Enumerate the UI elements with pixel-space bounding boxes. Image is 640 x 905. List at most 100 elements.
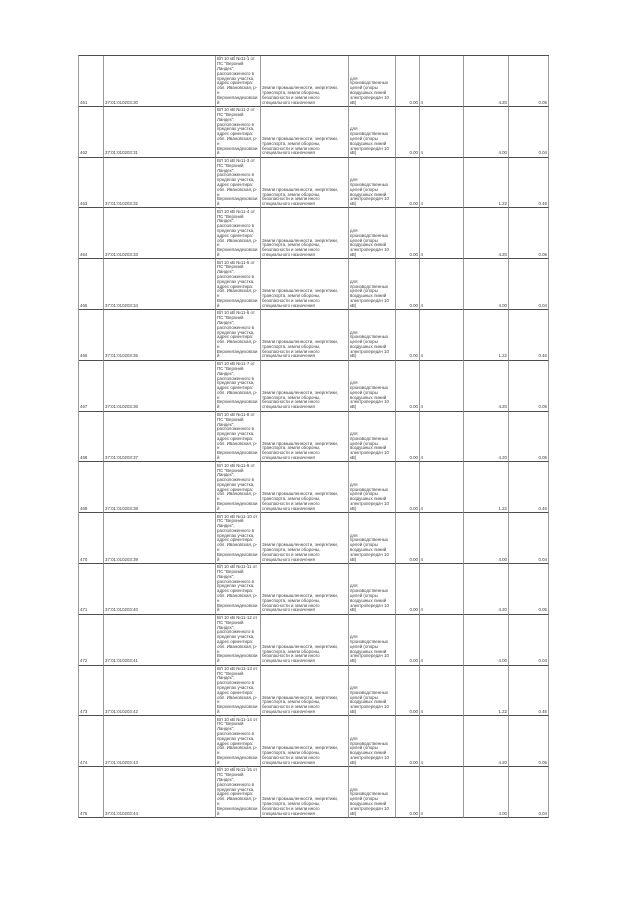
- cell-row-number: 466: [79, 309, 104, 361]
- cell-value-2: 0.04: [509, 767, 549, 818]
- cell-qty: 4: [420, 309, 464, 361]
- cell-value-1: 1.22: [464, 309, 509, 361]
- cell-permitted-use: для производственных целей (опоры воздуш…: [349, 157, 396, 209]
- cell-value-1: 4.20: [464, 360, 509, 412]
- cell-value-2: 0.05: [509, 56, 549, 107]
- cell-permitted-use: для производственных целей (опоры воздуш…: [349, 462, 396, 514]
- cell-qty: 4: [420, 513, 464, 564]
- cell-location: установлено относительно ориентира опоры…: [216, 56, 261, 107]
- cell-area: 0.00: [396, 56, 420, 107]
- cell-row-number: 468: [79, 411, 104, 463]
- cell-row-number: 467: [79, 360, 104, 412]
- cell-location: установлено относительно ориентира опоры…: [216, 665, 261, 717]
- cell-cadastral-number: 37:01:010203:37: [104, 411, 216, 463]
- cell-permitted-use: для производственных целей (опоры воздуш…: [349, 106, 396, 158]
- cell-location: установлено относительно ориентира опоры…: [216, 716, 261, 768]
- cell-area: 0.00: [396, 716, 420, 768]
- cell-area: 0.00: [396, 614, 420, 666]
- cell-row-number: 465: [79, 259, 104, 310]
- cell-location: установлено относительно ориентира опоры…: [216, 259, 261, 310]
- cell-area: 0.00: [396, 563, 420, 615]
- cell-value-1: 4.20: [464, 411, 509, 463]
- cell-value-2: 0.04: [509, 513, 549, 564]
- cell-land-category: Земли промышленности, энергетики, трансп…: [261, 259, 349, 310]
- cell-area: 0.00: [396, 513, 420, 564]
- cell-permitted-use: для производственных целей (опоры воздуш…: [349, 767, 396, 818]
- cell-land-category: Земли промышленности, энергетики, трансп…: [261, 513, 349, 564]
- cell-cadastral-number: 37:01:010203:33: [104, 208, 216, 260]
- cell-value-2: 0.06: [509, 208, 549, 260]
- cell-qty: 4: [420, 614, 464, 666]
- cell-land-category: Земли промышленности, энергетики, трансп…: [261, 106, 349, 158]
- cell-land-category: Земли промышленности, энергетики, трансп…: [261, 360, 349, 412]
- cell-value-1: 4.00: [464, 614, 509, 666]
- cell-value-2: 0.05: [509, 716, 549, 768]
- cell-land-category: Земли промышленности, энергетики, трансп…: [261, 716, 349, 768]
- cell-qty: 4: [420, 259, 464, 310]
- cell-location: установлено относительно ориентира опоры…: [216, 767, 261, 818]
- cell-value-1: 4.20: [464, 208, 509, 260]
- cell-location: установлено относительно ориентира опоры…: [216, 157, 261, 209]
- cell-land-category: Земли промышленности, энергетики, трансп…: [261, 563, 349, 615]
- cell-row-number: 461: [79, 56, 104, 107]
- cell-cadastral-number: 37:01:010203:42: [104, 665, 216, 717]
- cell-land-category: Земли промышленности, энергетики, трансп…: [261, 157, 349, 209]
- cell-value-1: 4.20: [464, 716, 509, 768]
- cell-qty: 4: [420, 563, 464, 615]
- cell-cadastral-number: 37:01:010203:39: [104, 513, 216, 564]
- cell-value-2: 0.04: [509, 259, 549, 310]
- cell-value-1: 1.22: [464, 665, 509, 717]
- cell-land-category: Земли промышленности, энергетики, трансп…: [261, 56, 349, 107]
- cell-qty: 4: [420, 360, 464, 412]
- cell-value-1: 4.00: [464, 259, 509, 310]
- cell-qty: 4: [420, 157, 464, 209]
- cell-land-category: Земли промышленности, энергетики, трансп…: [261, 767, 349, 818]
- cell-qty: 4: [420, 411, 464, 463]
- cell-value-2: 0.46: [509, 157, 549, 209]
- cell-permitted-use: для производственных целей (опоры воздуш…: [349, 259, 396, 310]
- cell-location: установлено относительно ориентира опоры…: [216, 614, 261, 666]
- cell-permitted-use: для производственных целей (опоры воздуш…: [349, 563, 396, 615]
- cell-permitted-use: для производственных целей (опоры воздуш…: [349, 665, 396, 717]
- cell-row-number: 462: [79, 106, 104, 158]
- cell-cadastral-number: 37:01:010203:36: [104, 360, 216, 412]
- cell-cadastral-number: 37:01:010203:44: [104, 767, 216, 818]
- cell-area: 0.00: [396, 665, 420, 717]
- cell-row-number: 469: [79, 462, 104, 514]
- cell-value-2: 0.05: [509, 360, 549, 412]
- cell-permitted-use: для производственных целей (опоры воздуш…: [349, 513, 396, 564]
- cell-permitted-use: для производственных целей (опоры воздуш…: [349, 56, 396, 107]
- cell-cadastral-number: 37:01:010203:40: [104, 563, 216, 615]
- cell-permitted-use: для производственных целей (опоры воздуш…: [349, 614, 396, 666]
- land-parcels-sheet: 461 37:01:010203:30 установлено относите…: [78, 55, 549, 818]
- cell-cadastral-number: 37:01:010203:35: [104, 309, 216, 361]
- cell-value-1: 4.00: [464, 106, 509, 158]
- cell-value-1: 1.22: [464, 462, 509, 514]
- cell-value-1: 4.00: [464, 767, 509, 818]
- cell-location: установлено относительно ориентира опоры…: [216, 360, 261, 412]
- cell-location: установлено относительно ориентира опоры…: [216, 513, 261, 564]
- cell-cadastral-number: 37:01:010203:38: [104, 462, 216, 514]
- cell-area: 0.00: [396, 360, 420, 412]
- cell-area: 0.00: [396, 767, 420, 818]
- cell-area: 0.00: [396, 259, 420, 310]
- cell-value-1: 4.20: [464, 563, 509, 615]
- cell-land-category: Земли промышленности, энергетики, трансп…: [261, 665, 349, 717]
- cell-cadastral-number: 37:01:010203:43: [104, 716, 216, 768]
- cell-area: 0.00: [396, 411, 420, 463]
- cell-location: установлено относительно ориентира опоры…: [216, 309, 261, 361]
- cell-value-2: 0.46: [509, 665, 549, 717]
- cell-land-category: Земли промышленности, энергетики, трансп…: [261, 309, 349, 361]
- cell-land-category: Земли промышленности, энергетики, трансп…: [261, 614, 349, 666]
- cell-row-number: 474: [79, 716, 104, 768]
- cell-area: 0.00: [396, 309, 420, 361]
- cell-qty: 4: [420, 767, 464, 818]
- cell-qty: 4: [420, 665, 464, 717]
- cell-row-number: 470: [79, 513, 104, 564]
- cell-permitted-use: для производственных целей (опоры воздуш…: [349, 208, 396, 260]
- cell-area: 0.00: [396, 157, 420, 209]
- cell-row-number: 475: [79, 767, 104, 818]
- cell-row-number: 463: [79, 157, 104, 209]
- cell-permitted-use: для производственных целей (опоры воздуш…: [349, 309, 396, 361]
